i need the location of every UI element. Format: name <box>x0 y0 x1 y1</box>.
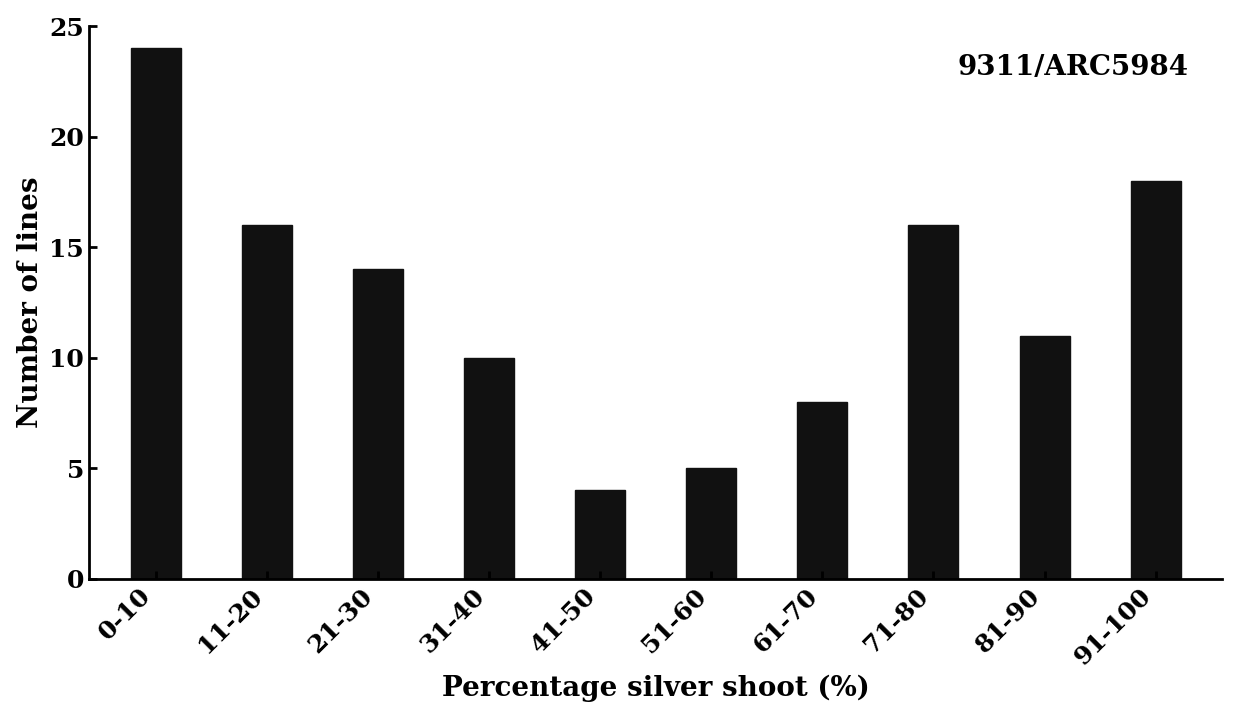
Bar <box>130 48 181 579</box>
Bar <box>463 358 514 579</box>
Bar <box>242 225 291 579</box>
Bar <box>353 270 403 579</box>
Bar <box>575 490 624 579</box>
Bar <box>1131 181 1181 579</box>
Text: 9311/ARC5984: 9311/ARC5984 <box>958 54 1188 81</box>
X-axis label: Percentage silver shoot (%): Percentage silver shoot (%) <box>442 675 870 702</box>
Bar <box>686 468 736 579</box>
Bar <box>908 225 959 579</box>
Bar <box>797 402 847 579</box>
Y-axis label: Number of lines: Number of lines <box>16 177 43 429</box>
Bar <box>1020 336 1069 579</box>
